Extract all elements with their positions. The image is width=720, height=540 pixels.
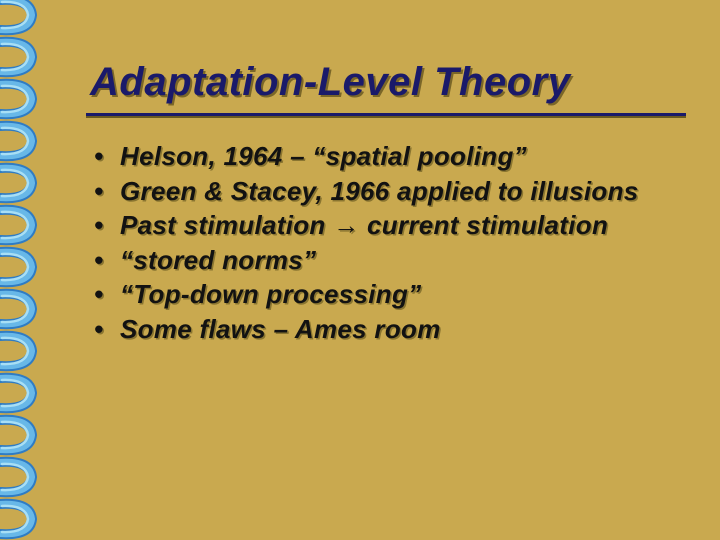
spiral-ring — [0, 288, 42, 330]
spiral-ring — [0, 204, 42, 246]
bullet-item: Some flaws – Ames room — [94, 313, 690, 346]
spiral-ring — [0, 0, 42, 36]
spiral-ring — [0, 162, 42, 204]
spiral-ring — [0, 498, 42, 540]
spiral-ring — [0, 246, 42, 288]
bullet-item: Helson, 1964 – “spatial pooling” — [94, 140, 690, 173]
spiral-ring — [0, 414, 42, 456]
spiral-ring — [0, 330, 42, 372]
bullet-item: “stored norms” — [94, 244, 690, 277]
bullet-item: Past stimulation → current stimulation — [94, 209, 690, 242]
title-rule — [86, 113, 686, 116]
bullet-item: “Top-down processing” — [94, 278, 690, 311]
slide-title: Adaptation-Level Theory — [90, 60, 690, 105]
bullet-list: Helson, 1964 – “spatial pooling”Green & … — [90, 140, 690, 345]
spiral-ring — [0, 456, 42, 498]
spiral-ring — [0, 372, 42, 414]
slide-content: Adaptation-Level Theory Helson, 1964 – “… — [90, 60, 690, 347]
arrow-icon: → — [333, 210, 359, 240]
spiral-binding — [0, 0, 50, 540]
bullet-item: Green & Stacey, 1966 applied to illusion… — [94, 175, 690, 208]
spiral-ring — [0, 36, 42, 78]
spiral-ring — [0, 120, 42, 162]
spiral-ring — [0, 78, 42, 120]
